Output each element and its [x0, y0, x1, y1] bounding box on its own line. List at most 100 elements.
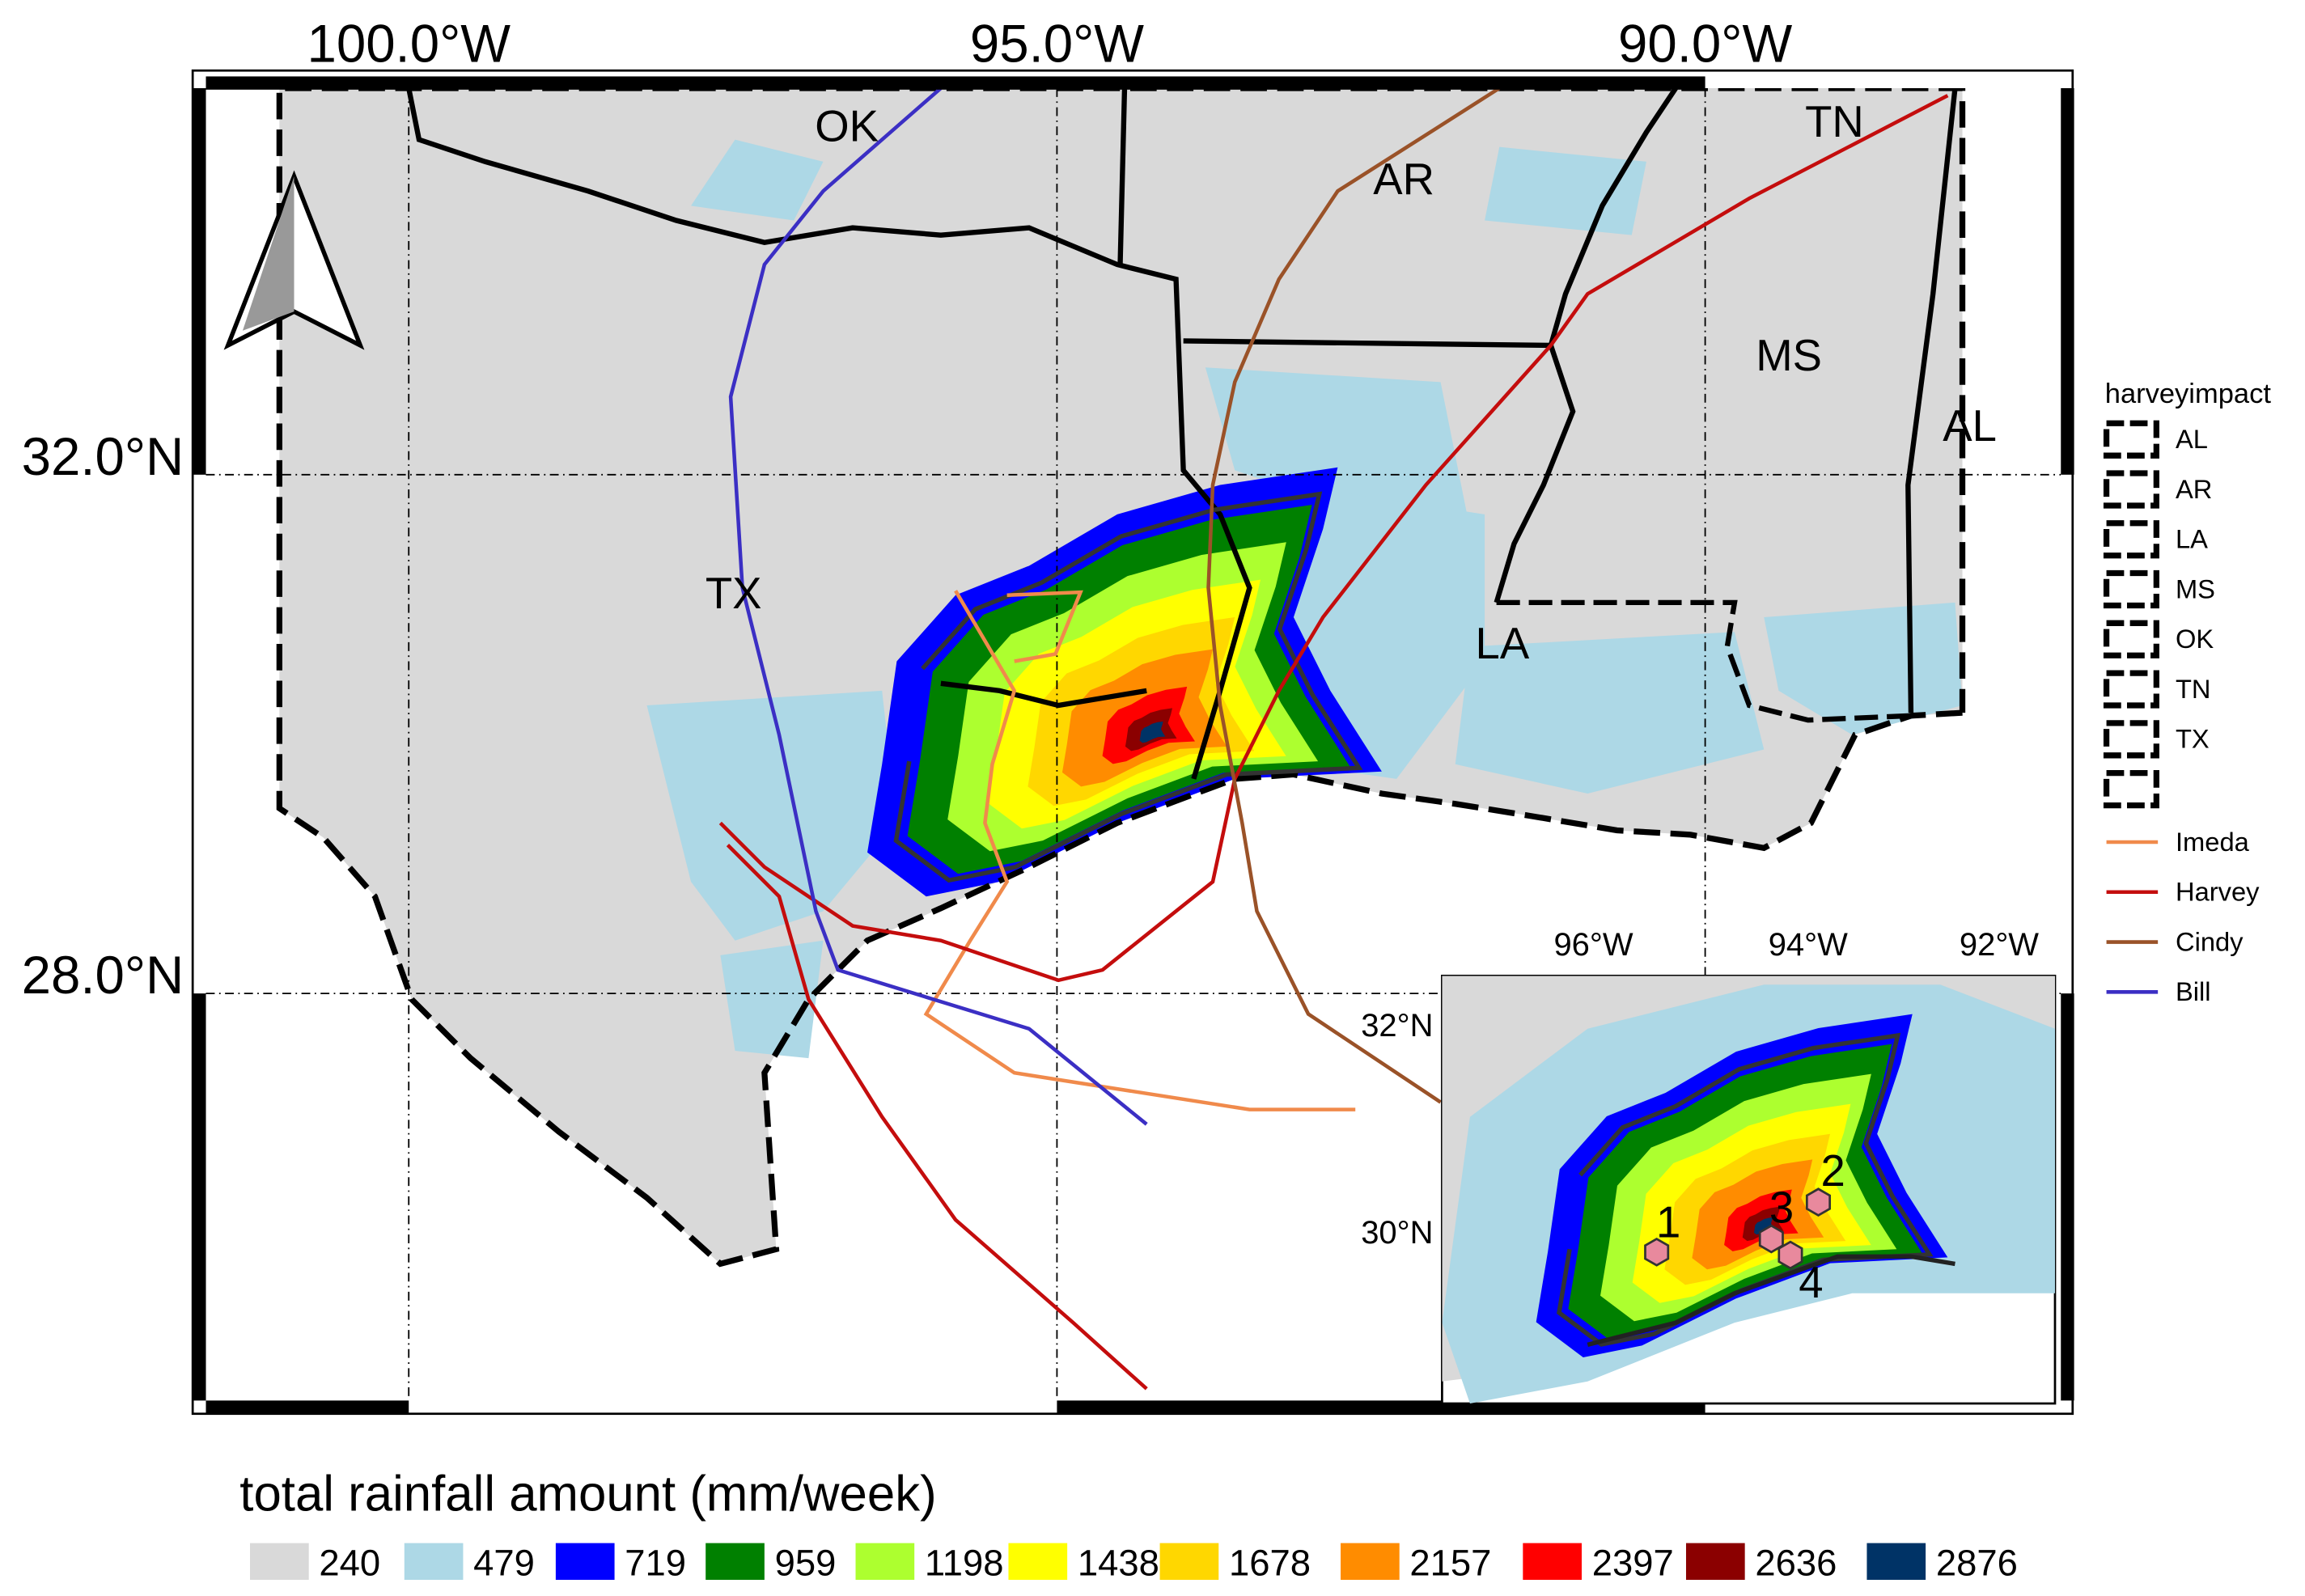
frame-bar [193, 993, 206, 1401]
inset-lon-label: 92°W [1960, 927, 2039, 963]
colorbar-swatch [1341, 1543, 1400, 1581]
rain-patch [646, 690, 897, 941]
colorbar-swatch [1866, 1543, 1926, 1581]
coast [276, 88, 1966, 1268]
state-border [940, 680, 1147, 709]
state-border [1496, 599, 1912, 723]
legend-label: MS [2176, 574, 2215, 603]
legend-label: Cindy [2176, 926, 2244, 956]
state-label: AR [1373, 155, 1434, 204]
colorbar-label: 2636 [1755, 1543, 1837, 1584]
rain-patch [1455, 632, 1765, 794]
lon-label: 95.0°W [970, 14, 1144, 73]
rain-patch [1485, 146, 1646, 235]
colorbar-label: 2876 [1936, 1543, 2018, 1584]
storm-track [1206, 88, 1501, 1104]
legend-swatch [2103, 420, 2159, 459]
frame-bar [2061, 993, 2074, 1401]
legend-label: LA [2176, 524, 2208, 554]
inset-lon-label: 94°W [1769, 927, 1848, 963]
colorbar-swatch [705, 1543, 765, 1581]
rain-outline [893, 491, 1363, 883]
inset-lat-label: 32°N [1361, 1008, 1433, 1044]
legend-title: harveyimpact [2105, 379, 2272, 409]
frame-bar [206, 1400, 409, 1414]
rain-band [1139, 721, 1166, 743]
lon-label: 100.0°W [307, 14, 511, 73]
colorbar-swatch [555, 1543, 615, 1581]
state-label: OK [815, 101, 879, 150]
legend-label: OK [2176, 624, 2214, 654]
legend-label: Harvey [2176, 877, 2260, 907]
state-border [1183, 338, 1551, 349]
map-body [206, 88, 2061, 1401]
state-label: MS [1756, 331, 1822, 380]
colorbar-swatch [250, 1543, 309, 1581]
colorbar-title: total rainfall amount (mm/week) [239, 1467, 936, 1522]
lat-label: 28.0°N [22, 946, 184, 1005]
state-label: TN [1805, 97, 1864, 146]
inset-lon-label: 96°W [1553, 927, 1633, 963]
site-label: 1 [1656, 1198, 1680, 1247]
site-marker [1805, 1187, 1832, 1217]
rain-patch [1205, 367, 1470, 530]
rain-patch [720, 940, 824, 1059]
site-marker [1777, 1240, 1803, 1270]
rain-outline [1557, 1032, 1934, 1347]
legend-swatch [2103, 769, 2159, 809]
colorbar-label: 1198 [925, 1543, 1004, 1584]
legend-swatch [2103, 620, 2159, 658]
rain-patch [1293, 485, 1485, 779]
legend-swatch [2103, 720, 2159, 759]
frame-bar [193, 88, 206, 475]
state-border [406, 88, 1252, 780]
colorbar-label: 2397 [1592, 1543, 1674, 1584]
colorbar-label: 1678 [1229, 1543, 1311, 1584]
colorbar-swatch [404, 1543, 464, 1581]
site-marker [1758, 1224, 1784, 1254]
lon-label: 90.0°W [1618, 14, 1792, 73]
legend-swatch [2103, 670, 2159, 709]
storm-track [728, 88, 1148, 1126]
legend-label: Bill [2176, 976, 2211, 1006]
colorbar-label: 2157 [1409, 1543, 1491, 1584]
coast [1587, 1254, 1955, 1347]
colorbar-swatch [1159, 1543, 1219, 1581]
legend-label: AR [2176, 474, 2212, 504]
colorbar-swatch [855, 1543, 915, 1581]
state-border [1117, 88, 1128, 265]
site-label: 4 [1799, 1258, 1823, 1307]
frame-bar [206, 76, 1705, 90]
legend-label: AL [2176, 424, 2208, 454]
inset-lat-label: 30°N [1361, 1215, 1433, 1251]
state-label: TX [705, 569, 762, 618]
legend-swatch [2103, 569, 2159, 609]
legend-label: Imeda [2176, 827, 2250, 857]
legend-swatch [2103, 470, 2159, 509]
colorbar-label: 479 [473, 1543, 535, 1584]
legend-label: TX [2176, 724, 2210, 754]
legend-swatch [2103, 520, 2159, 559]
storm-track [1006, 590, 1083, 663]
rain-patch [691, 139, 824, 221]
rain-band [1753, 1217, 1775, 1235]
site-label: 2 [1821, 1146, 1845, 1196]
legend-label: TN [2176, 674, 2211, 704]
state-label: LA [1476, 619, 1530, 668]
site-marker [1644, 1237, 1670, 1267]
colorbar-swatch [1523, 1543, 1582, 1581]
site-label: 3 [1769, 1183, 1794, 1233]
state-border [1905, 88, 1958, 713]
colorbar-label: 719 [625, 1543, 686, 1584]
colorbar-swatch [1685, 1543, 1745, 1581]
colorbar-label: 1438 [1078, 1543, 1159, 1584]
lat-label: 32.0°N [22, 427, 184, 486]
colorbar-label: 240 [319, 1543, 380, 1584]
colorbar-label: 959 [775, 1543, 837, 1584]
storm-track [726, 844, 1148, 1391]
colorbar-swatch [1008, 1543, 1068, 1581]
storm-track [923, 590, 1356, 1111]
